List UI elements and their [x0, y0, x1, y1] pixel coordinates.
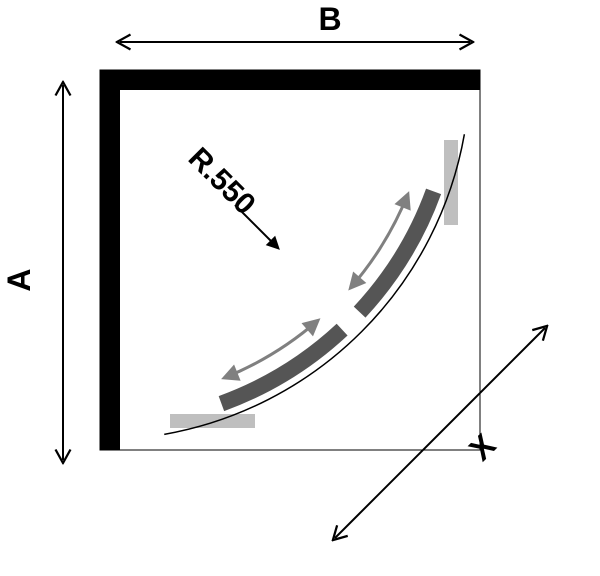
shower-enclosure-diagram: A B X R.550 — [0, 0, 600, 576]
label-radius: R.550 — [182, 141, 262, 221]
wall-left — [100, 70, 120, 450]
label-x: X — [462, 426, 503, 467]
wall-top — [100, 70, 480, 90]
label-a: A — [1, 268, 37, 291]
dimension-arrow-x — [335, 328, 545, 538]
label-b: B — [318, 1, 341, 37]
enclosure-outline — [100, 70, 480, 450]
